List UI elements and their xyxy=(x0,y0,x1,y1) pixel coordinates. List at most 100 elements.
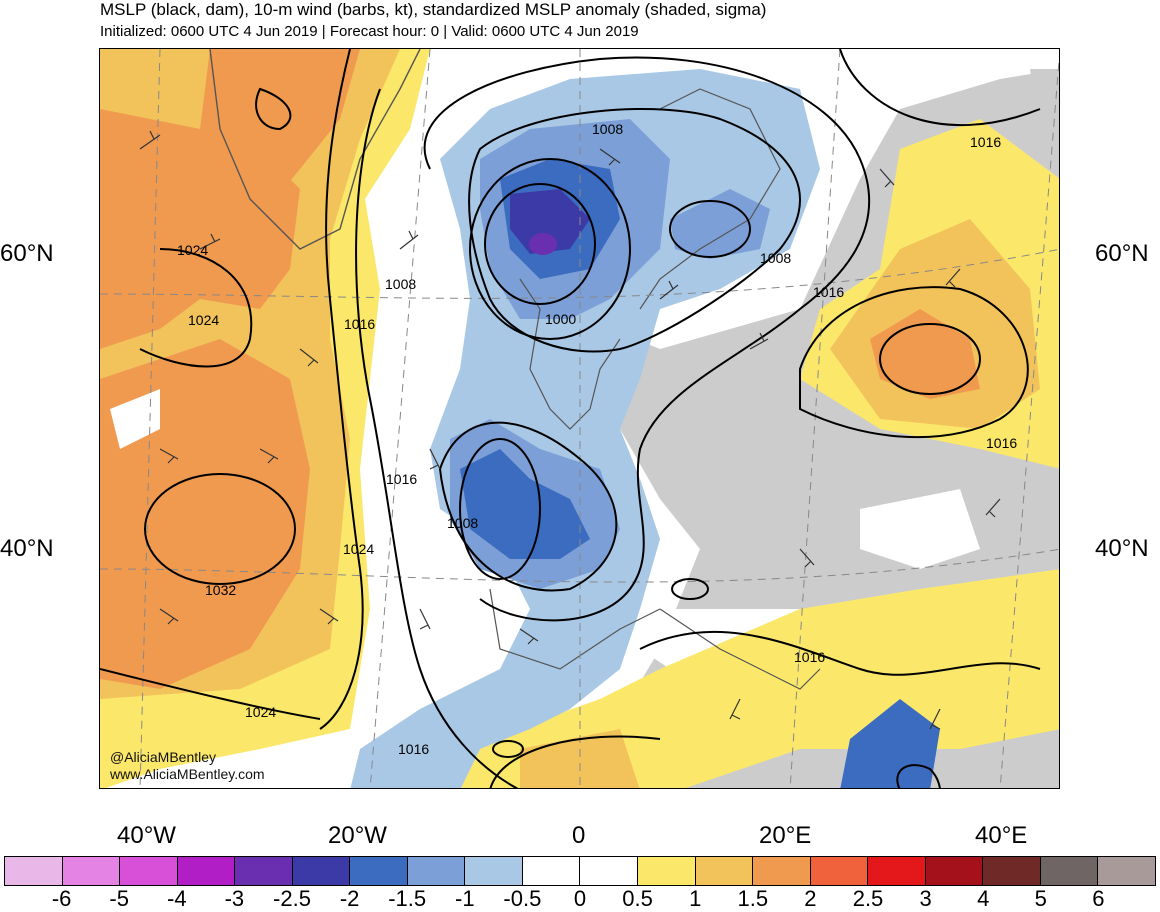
isobar-label: 1024 xyxy=(343,541,374,557)
isobar-label: 1008 xyxy=(592,121,623,137)
anomaly-indigo-low xyxy=(510,189,590,254)
isobar-label: 1016 xyxy=(344,316,375,332)
land-gray-ne xyxy=(1030,69,1059,167)
lat-label-40n-right: 40°N xyxy=(1095,535,1149,562)
isobar-label: 1024 xyxy=(188,312,219,328)
colorbar-swatch xyxy=(1098,857,1155,885)
colorbar-tick-label: 2 xyxy=(804,886,817,911)
colorbar xyxy=(4,856,1156,886)
wind-barbs xyxy=(139,130,1001,730)
colorbar-swatch xyxy=(1040,857,1099,885)
colorbar-swatch xyxy=(177,857,236,885)
isobar-1016-main xyxy=(423,56,871,622)
lon-label-40e: 40°E xyxy=(975,822,1028,849)
colorbar-tick-label: -6 xyxy=(51,886,72,911)
colorbar-tick-label: 5 xyxy=(1034,886,1047,911)
scandinavia-coast xyxy=(639,88,781,310)
chart-subtitle: Initialized: 0600 UTC 4 Jun 2019 | Forec… xyxy=(100,23,639,40)
isobar-label: 1024 xyxy=(177,242,208,258)
lon-label-40w: 40°W xyxy=(117,822,176,849)
isobar-southeast xyxy=(896,764,941,788)
lon-label-20w: 20°W xyxy=(328,822,387,849)
colorbar-swatch xyxy=(350,857,408,885)
colorbar-tick-label: 2.5 xyxy=(852,886,884,911)
anomaly-violet-center xyxy=(529,233,557,255)
italy-coast xyxy=(659,608,821,690)
isobar-1024-north xyxy=(139,248,253,368)
colorbar-swatch xyxy=(5,857,63,885)
isobar-small-south xyxy=(492,740,524,758)
colorbar-swatch xyxy=(580,857,639,885)
isobar-1016-ne xyxy=(839,49,1041,127)
isobar-1016-med xyxy=(639,630,1041,676)
colorbar-swatch xyxy=(753,857,811,885)
isobar-label: 1016 xyxy=(386,471,417,487)
graticule xyxy=(100,49,1059,788)
isobar-1024-south xyxy=(100,668,321,720)
colorbar-tick-label: 1.5 xyxy=(737,886,769,911)
colorbar-swatch xyxy=(983,857,1041,885)
isobar-label-group: 1024 1024 1024 1024 1032 1016 1016 1016 … xyxy=(177,121,1017,757)
isobar-1008-iberia xyxy=(459,438,541,580)
colorbar-tick-label: -5 xyxy=(109,886,129,911)
isobar-1024-atlantic xyxy=(319,49,364,730)
map-canvas: 1024 1024 1024 1024 1032 1016 1016 1016 … xyxy=(100,49,1059,788)
isobar-1008-iberia-outer xyxy=(438,421,618,592)
isobar-1008-north xyxy=(468,108,801,353)
greenland-coast xyxy=(209,49,421,250)
colorbar-swatch xyxy=(292,857,351,885)
anomaly-orange-greenland xyxy=(200,49,360,229)
colorbar-swatch xyxy=(235,857,293,885)
colorbar-swatch xyxy=(638,857,696,885)
lat-label-60n-left: 60°N xyxy=(0,240,54,267)
colorbar-tick-label: -1 xyxy=(455,886,475,911)
colorbar-swatch xyxy=(810,857,869,885)
colorbar-tick-label: 4 xyxy=(977,886,990,911)
colorbar-swatch xyxy=(120,857,178,885)
isobar-label: 1016 xyxy=(398,741,429,757)
isobar-label: 1032 xyxy=(205,582,236,598)
colorbar-swatch xyxy=(695,857,754,885)
credit-url: www.AliciaMBentley.com xyxy=(110,766,265,782)
isobar-1000-inner xyxy=(484,183,596,305)
isobar-1016-west xyxy=(355,88,519,788)
colorbar-tick-label: 0 xyxy=(573,886,587,911)
isobars xyxy=(100,49,1041,788)
credit-handle: @AliciaMBentley xyxy=(110,749,217,765)
colorbar-tick-label: 3 xyxy=(919,886,932,911)
isobar-label: 1016 xyxy=(813,284,844,300)
colorbar-swatch xyxy=(407,857,466,885)
anomaly-darkblue-iberia xyxy=(460,449,590,559)
chart-title: MSLP (black, dam), 10-m wind (barbs, kt)… xyxy=(100,0,767,19)
anomaly-white-gap xyxy=(110,389,160,449)
lon-label-20e: 20°E xyxy=(759,822,812,849)
lat-label-60n-right: 60°N xyxy=(1095,240,1149,267)
isobar-1016-south xyxy=(489,735,661,788)
isobar-1016-east xyxy=(799,286,1029,439)
isobar-label: 1008 xyxy=(447,515,478,531)
isobar-label: 1008 xyxy=(385,276,416,292)
isobar-label: 1016 xyxy=(970,134,1001,150)
isobar-label: 1000 xyxy=(545,311,576,327)
black-sea xyxy=(860,489,980,569)
lat-label-40n-left: 40°N xyxy=(0,535,54,562)
colorbar-swatch xyxy=(925,857,984,885)
colorbar-tick-label: -3 xyxy=(224,886,245,911)
colorbar-swatch xyxy=(868,857,926,885)
isobar-1024-east xyxy=(879,323,981,395)
isobar-greenland-high xyxy=(255,87,292,131)
colorbar-swatch xyxy=(465,857,523,885)
isobar-label: 1016 xyxy=(794,649,825,665)
colorbar-tick-label: 0.5 xyxy=(622,886,653,911)
colorbar-tick-label: -1.5 xyxy=(388,886,427,911)
lon-label-0: 0 xyxy=(572,822,586,849)
isobar-label: 1024 xyxy=(245,704,276,720)
isobar-label: 1008 xyxy=(760,250,791,266)
colorbar-tick-label: 6 xyxy=(1092,886,1105,911)
colorbar-tick-label: -2 xyxy=(339,886,360,911)
isobar-label: 1016 xyxy=(986,435,1017,451)
uk-coast xyxy=(519,278,621,430)
anomaly-orange-south xyxy=(520,729,640,788)
colorbar-swatch xyxy=(62,857,121,885)
map-panel: 1024 1024 1024 1024 1032 1016 1016 1016 … xyxy=(99,48,1060,789)
